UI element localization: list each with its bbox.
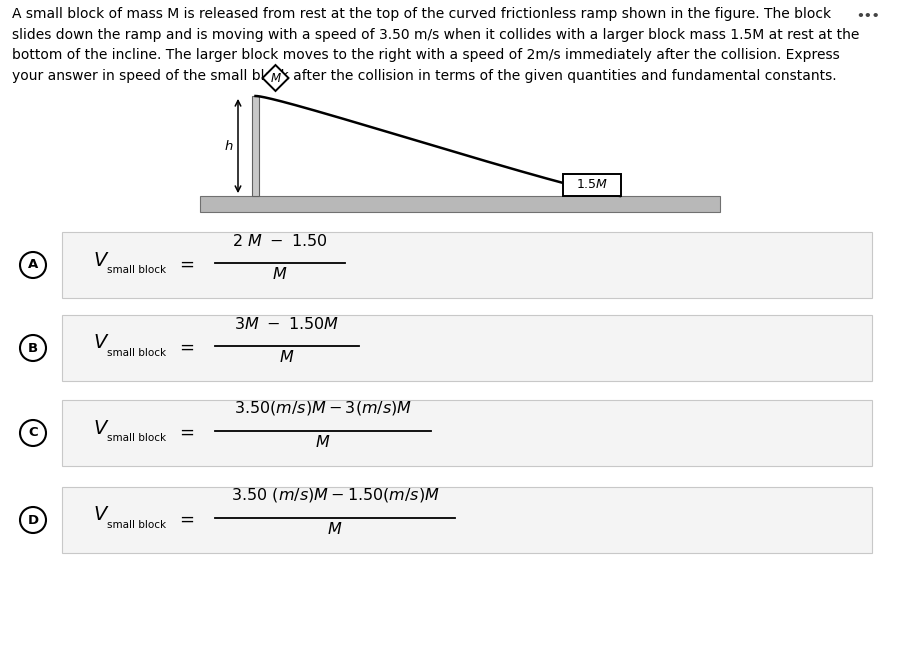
Bar xyxy=(252,96,259,196)
Text: $M$: $M$ xyxy=(279,349,295,365)
Text: small block: small block xyxy=(107,265,166,275)
Text: $M$: $M$ xyxy=(270,72,282,84)
Text: B: B xyxy=(28,341,38,354)
FancyBboxPatch shape xyxy=(62,315,872,381)
Text: $3.50(m/s)M-3(m/s)M$: $3.50(m/s)M-3(m/s)M$ xyxy=(234,399,412,417)
Text: C: C xyxy=(28,426,38,439)
Text: $2\ M\ -\ 1.50$: $2\ M\ -\ 1.50$ xyxy=(232,233,327,249)
Text: A small block of mass M is released from rest at the top of the curved frictionl: A small block of mass M is released from… xyxy=(12,7,859,83)
Text: •••: ••• xyxy=(857,10,880,23)
FancyBboxPatch shape xyxy=(62,400,872,466)
Circle shape xyxy=(20,507,46,533)
Text: $=$: $=$ xyxy=(176,255,195,273)
Text: $V$: $V$ xyxy=(93,506,109,525)
Text: $=$: $=$ xyxy=(176,338,195,356)
Text: small block: small block xyxy=(107,520,166,530)
Circle shape xyxy=(20,335,46,361)
FancyBboxPatch shape xyxy=(62,487,872,553)
Text: A: A xyxy=(28,259,39,272)
FancyBboxPatch shape xyxy=(62,232,872,298)
Text: D: D xyxy=(28,514,39,526)
Text: $3.50\ (m/s)M-1.50(m/s)M$: $3.50\ (m/s)M-1.50(m/s)M$ xyxy=(231,486,440,504)
Text: small block: small block xyxy=(107,348,166,358)
Text: $h$: $h$ xyxy=(224,139,234,153)
Circle shape xyxy=(20,420,46,446)
Text: $=$: $=$ xyxy=(176,510,195,528)
Text: $=$: $=$ xyxy=(176,423,195,441)
Text: $1.5M$: $1.5M$ xyxy=(576,179,608,192)
Text: $M$: $M$ xyxy=(327,521,343,537)
Bar xyxy=(563,174,621,196)
Text: $V$: $V$ xyxy=(93,419,109,437)
Circle shape xyxy=(20,252,46,278)
Text: $3M\ -\ 1.50M$: $3M\ -\ 1.50M$ xyxy=(234,316,339,332)
Text: $M$: $M$ xyxy=(316,434,331,450)
Bar xyxy=(200,196,720,212)
Text: $M$: $M$ xyxy=(273,266,288,282)
Text: $V$: $V$ xyxy=(93,333,109,352)
Polygon shape xyxy=(263,65,289,91)
Text: $V$: $V$ xyxy=(93,250,109,270)
Text: small block: small block xyxy=(107,433,166,443)
